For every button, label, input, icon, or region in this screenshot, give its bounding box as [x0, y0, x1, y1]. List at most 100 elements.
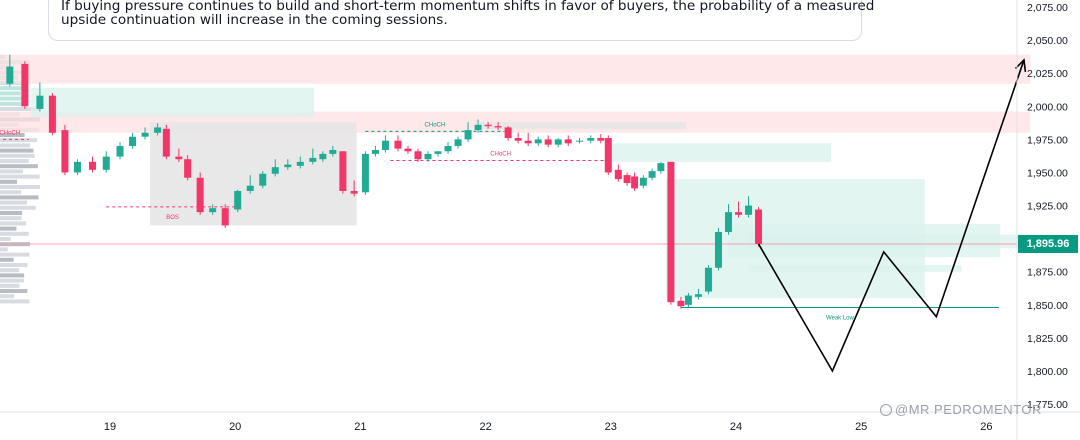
candle-body — [234, 190, 242, 210]
range-zone — [150, 122, 357, 226]
candle-body — [296, 161, 304, 166]
annotation-line-1: If buying pressure continues to build an… — [61, 0, 875, 14]
profile-bar — [0, 138, 38, 143]
candle-body — [141, 132, 149, 137]
candle-body — [444, 145, 452, 152]
candle-body — [129, 136, 137, 146]
y-tick-label: 1,775.00 — [1027, 399, 1068, 411]
candle-body — [554, 139, 562, 145]
x-tick-label: 19 — [104, 421, 116, 433]
time-axis[interactable]: 19 20 21 22 23 24 25 26 — [104, 421, 993, 433]
candle-body — [221, 208, 229, 226]
candle-body — [735, 212, 743, 215]
candle-body — [196, 177, 204, 213]
candle-body — [414, 151, 422, 160]
current-price-label: 1,895.96 — [1018, 235, 1078, 253]
candle-body — [544, 139, 552, 145]
structure-level-label: CHoCH — [0, 130, 20, 136]
watermark-text: @MR PEDROMENTOR — [895, 402, 1042, 417]
candle-body — [564, 139, 572, 144]
candle-body — [667, 161, 675, 303]
profile-bar — [0, 179, 17, 184]
y-tick-label: 1,950.00 — [1027, 167, 1068, 179]
projection-arrowhead — [1014, 58, 1027, 72]
candlesticks — [6, 54, 763, 309]
candle-body — [116, 145, 124, 157]
candle-body — [154, 127, 162, 133]
candle-body — [246, 185, 254, 191]
y-tick-label: 2,075.00 — [1027, 2, 1068, 14]
candle-body — [424, 153, 432, 160]
range-zone — [479, 122, 686, 129]
candle-body — [474, 124, 482, 131]
candle-body — [755, 209, 763, 244]
candle-body — [209, 208, 217, 213]
candle-body — [704, 267, 712, 292]
structure-level-label: BOS — [166, 215, 179, 221]
candle-body — [684, 295, 692, 305]
profile-bar — [0, 216, 22, 221]
candle-body — [309, 157, 317, 162]
profile-bar — [0, 143, 31, 148]
candle-body — [714, 232, 722, 268]
candle-body — [350, 190, 358, 194]
x-tick-label: 25 — [855, 421, 867, 433]
candle-body — [454, 139, 462, 146]
candle-body — [48, 95, 56, 133]
candle-body — [36, 95, 44, 109]
x-tick-label: 20 — [229, 421, 241, 433]
candle-body — [631, 176, 639, 189]
candle-body — [648, 171, 656, 178]
x-tick-label: 24 — [730, 421, 742, 433]
y-tick-label: 2,000.00 — [1027, 101, 1068, 113]
demand-zone — [608, 143, 832, 162]
profile-bar — [0, 252, 30, 257]
candle-body — [484, 124, 492, 127]
y-tick-label: 2,050.00 — [1027, 35, 1068, 47]
annotation-text-box[interactable]: If buying pressure continues to build an… — [48, 0, 875, 41]
x-tick-label: 22 — [479, 421, 491, 433]
candle-body — [102, 156, 110, 170]
y-tick-label: 1,800.00 — [1027, 366, 1068, 378]
annotation-line-2: upside continuation will increase in the… — [61, 12, 448, 28]
profile-bar — [0, 200, 27, 205]
price-axis[interactable]: 2,075.00 2,050.00 2,025.00 2,000.00 1,975.00… — [1027, 2, 1068, 411]
profile-bar — [0, 221, 27, 226]
candle-body — [381, 140, 389, 150]
structure-level-label: Weak Low — [826, 315, 855, 321]
profile-bar — [0, 299, 30, 304]
candle-body — [657, 163, 665, 172]
profile-bar — [0, 86, 23, 91]
candle-body — [259, 173, 267, 186]
candle-body — [534, 139, 542, 144]
y-tick-label: 1,875.00 — [1027, 267, 1068, 279]
profile-bar — [0, 169, 24, 174]
candle-body — [329, 149, 337, 154]
candle-body — [175, 156, 183, 160]
profile-bar — [0, 283, 20, 288]
candle-body — [271, 167, 279, 174]
candle-body — [494, 126, 502, 128]
candle-body — [639, 177, 647, 186]
camera-icon — [880, 404, 892, 416]
profile-bar — [0, 273, 25, 278]
profile-bar — [0, 211, 23, 215]
profile-bar — [0, 226, 17, 231]
profile-bar — [0, 268, 20, 273]
candle-body — [404, 148, 412, 152]
profile-bar — [0, 289, 28, 293]
demand-zone — [31, 87, 315, 117]
projection-line — [757, 59, 1025, 373]
zone-layer — [0, 54, 1034, 299]
profile-bar — [0, 190, 22, 195]
candle-body — [339, 151, 347, 191]
profile-bar — [0, 174, 40, 179]
profile-bar — [0, 133, 25, 137]
profile-bar — [0, 205, 36, 210]
profile-bar — [0, 257, 14, 262]
profile-bar — [0, 159, 29, 163]
candle-body — [614, 169, 622, 180]
candle-body — [724, 212, 732, 233]
candle-body — [524, 140, 532, 144]
